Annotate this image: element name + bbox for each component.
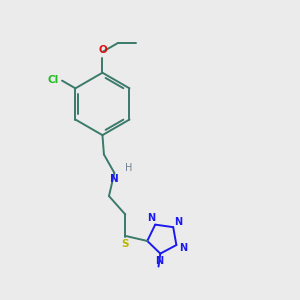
Text: N: N xyxy=(148,213,156,223)
Text: N: N xyxy=(179,243,188,254)
Text: H: H xyxy=(125,164,132,173)
Text: N: N xyxy=(155,256,163,266)
Text: O: O xyxy=(99,46,107,56)
Text: Cl: Cl xyxy=(47,75,58,85)
Text: N: N xyxy=(175,217,183,226)
Text: S: S xyxy=(121,239,128,250)
Text: N: N xyxy=(110,174,119,184)
